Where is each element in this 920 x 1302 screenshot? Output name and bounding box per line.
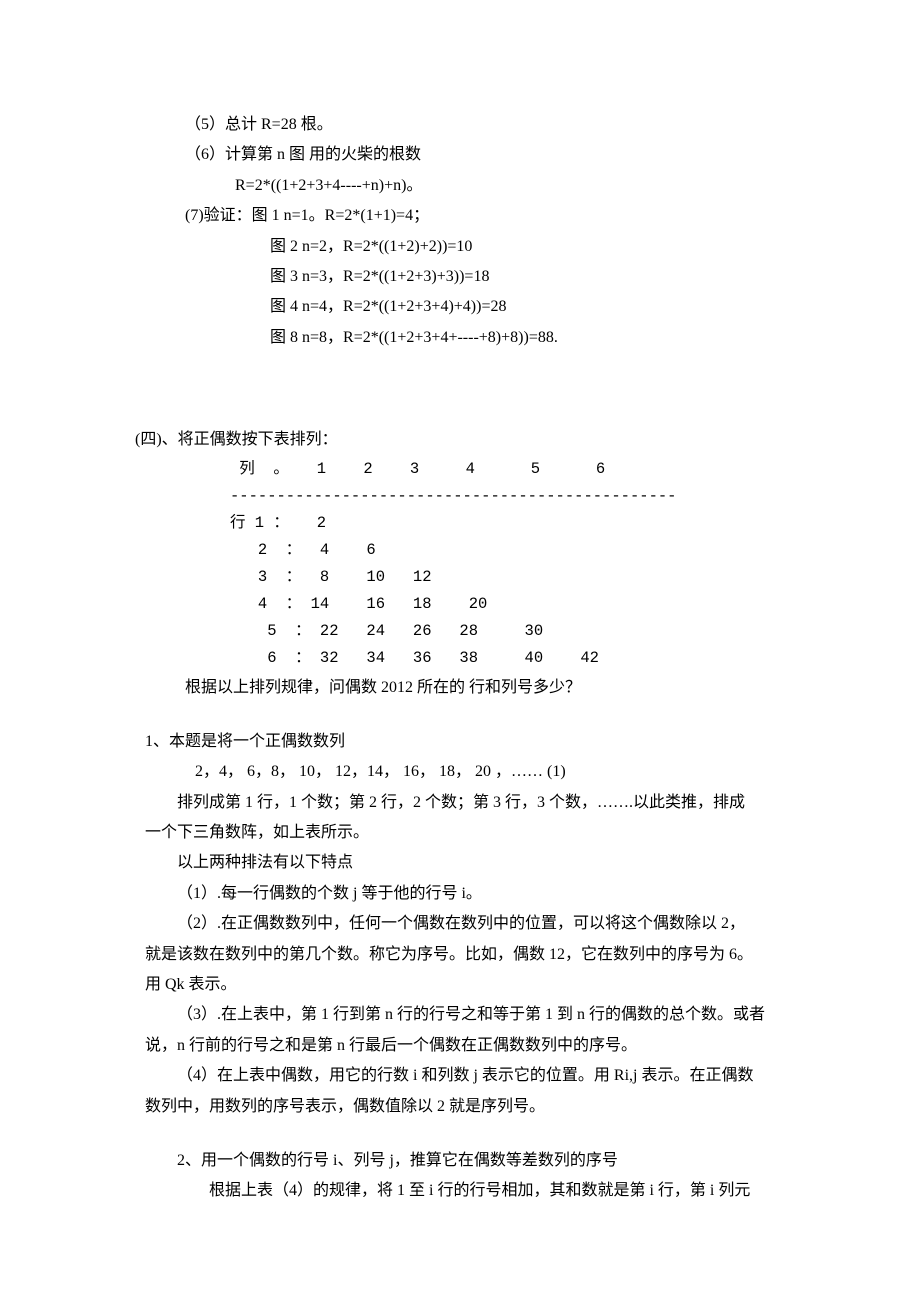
verify-8: 图 8 n=8，R=2*((1+2+3+4+----+8)+8))=88.	[135, 323, 785, 353]
answer-2-head: 2、用一个偶数的行号 i、列号 j，推算它在偶数等差数列的序号	[135, 1146, 785, 1176]
item-7: (7)验证：图 1 n=1。R=2*(1+1)=4；	[135, 201, 785, 231]
table-row-3: 3 ： 8 10 12	[230, 568, 432, 586]
verify-2: 图 2 n=2，R=2*((1+2)+2))=10	[135, 232, 785, 262]
verify-4: 图 4 n=4，R=2*((1+2+3+4)+4))=28	[135, 292, 785, 322]
table-row-4: 4 ： 14 16 18 20	[230, 595, 487, 613]
question-text: 根据以上排列规律，问偶数 2012 所在的 行和列号多少？	[135, 673, 785, 703]
rule-2c: 用 Qk 表示。	[135, 970, 785, 1000]
rule-3b: 说，n 行前的行号之和是第 n 行最后一个偶数在正偶数数列中的序号。	[135, 1031, 785, 1061]
rule-2a: （2）.在正偶数数列中，任何一个偶数在数列中的位置，可以将这个偶数除以 2，	[135, 909, 785, 939]
answer-1-body-a2: 一个下三角数阵，如上表所示。	[135, 818, 785, 848]
item-5: （5）总计 R=28 根。	[135, 110, 785, 140]
answer-1-head: 1、本题是将一个正偶数数列	[135, 727, 785, 757]
rule-4a: （4）在上表中偶数，用它的行数 i 和列数 j 表示它的位置。用 Ri,j 表示…	[135, 1061, 785, 1091]
table-row-5: 5 ： 22 24 26 28 30	[230, 622, 543, 640]
item-6: （6）计算第 n 图 用的火柴的根数	[135, 140, 785, 170]
even-number-table: 列 。 1 2 3 4 5 6 ------------------------…	[135, 456, 785, 673]
table-row-1: 行 1 ： 2	[230, 514, 326, 532]
rule-2b: 就是该数在数列中的第几个数。称它为序号。比如，偶数 12，它在数列中的序号为 6…	[135, 940, 785, 970]
section-4-title: (四)、将正偶数按下表排列：	[135, 425, 785, 455]
table-hr: ----------------------------------------…	[230, 487, 676, 505]
table-header: 列 。 1 2 3 4 5 6	[230, 460, 605, 478]
verify-3: 图 3 n=3，R=2*((1+2+3)+3))=18	[135, 262, 785, 292]
item-6-formula: R=2*((1+2+3+4----+n)+n)。	[135, 171, 785, 201]
answer-1-body-b: 以上两种排法有以下特点	[135, 848, 785, 878]
rule-3a: （3）.在上表中，第 1 行到第 n 行的行号之和等于第 1 到 n 行的偶数的…	[135, 1000, 785, 1030]
table-row-2: 2 ： 4 6	[230, 541, 376, 559]
sequence-line: 2，4， 6，8， 10， 12，14， 16， 18， 20 ，…… (1)	[135, 757, 785, 787]
answer-1-body-a: 排列成第 1 行，1 个数；第 2 行，2 个数；第 3 行，3 个数，…….以…	[135, 788, 785, 818]
table-row-6: 6 ： 32 34 36 38 40 42	[230, 649, 599, 667]
answer-2-body: 根据上表（4）的规律，将 1 至 i 行的行号相加，其和数就是第 i 行，第 i…	[135, 1176, 785, 1206]
rule-4b: 数列中，用数列的序号表示，偶数值除以 2 就是序列号。	[135, 1092, 785, 1122]
rule-1: （1）.每一行偶数的个数 j 等于他的行号 i。	[135, 879, 785, 909]
